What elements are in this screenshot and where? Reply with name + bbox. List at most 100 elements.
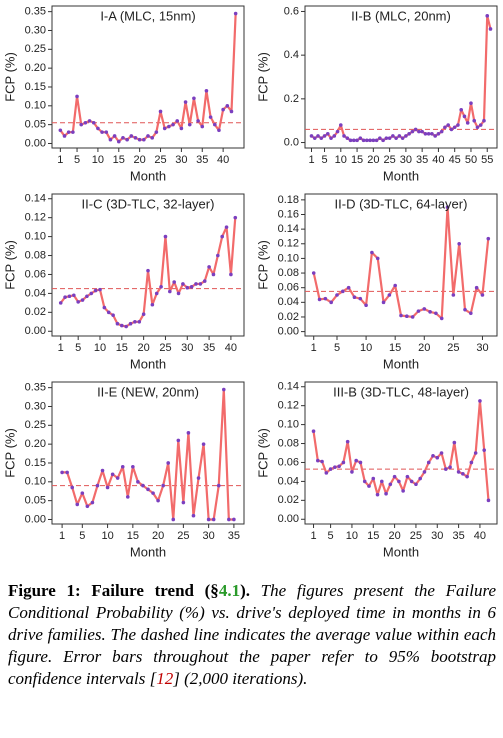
data-point (125, 137, 129, 142)
x-tick-label: 25 (410, 530, 422, 542)
y-tick-label: 0.14 (278, 381, 299, 393)
data-point (229, 272, 233, 277)
data-point (387, 293, 392, 297)
x-tick-label: 35 (196, 154, 208, 166)
plot-frame (51, 193, 245, 337)
data-point (364, 303, 368, 308)
data-point (60, 470, 64, 475)
citation: 12 (156, 669, 174, 688)
x-tick-label: 25 (159, 342, 171, 354)
chart-panel: 0.000.050.100.150.200.250.300.351 5 10 15 20… (2, 381, 245, 559)
y-tick-label: 0.15 (25, 81, 46, 93)
data-point (469, 101, 473, 106)
data-point (448, 465, 452, 469)
x-tick-label: 40 (474, 530, 486, 542)
data-point (216, 483, 221, 488)
y-axis-label: FCP (%) (255, 428, 270, 478)
data-point (211, 517, 216, 522)
y-tick-label: 0.05 (25, 495, 46, 507)
x-tick-label: 30 (203, 530, 215, 542)
data-point (232, 517, 236, 522)
data-point (65, 470, 69, 475)
data-point (416, 309, 421, 313)
data-point (181, 500, 186, 505)
data-point (428, 310, 432, 314)
x-tick-label: 45 (449, 154, 461, 166)
data-point (333, 465, 337, 469)
data-point (378, 136, 382, 140)
data-point (355, 138, 359, 143)
data-point (133, 136, 138, 140)
x-tick-label: 15 (116, 342, 128, 354)
data-point (449, 127, 454, 132)
data-point (435, 455, 440, 460)
data-point (486, 498, 491, 503)
data-point (185, 285, 190, 290)
data-point (186, 431, 191, 435)
y-tick-label: 0.00 (278, 326, 299, 338)
x-tick-label: 20 (152, 530, 164, 542)
x-tick-label: 30 (175, 154, 187, 166)
data-point (200, 124, 205, 129)
data-point (72, 293, 76, 298)
data-point (426, 132, 431, 136)
caption-text-end: ] (2,000 iterations). (173, 669, 308, 688)
data-point (322, 134, 327, 138)
data-point (204, 88, 209, 93)
x-tick-label: 1 (59, 530, 65, 542)
data-point (434, 311, 438, 316)
data-point (171, 517, 176, 522)
y-axis-label: FCP (%) (2, 240, 17, 290)
data-point (98, 287, 102, 292)
y-tick-label: 0.10 (278, 419, 299, 431)
caption-text: The figures present the Failure Conditio… (8, 581, 497, 688)
data-point (370, 250, 374, 255)
x-tick-label: 10 (346, 530, 358, 542)
x-tick-label: 10 (360, 342, 372, 354)
data-point (224, 225, 229, 229)
chart-panel: 0.00 0.02 0.04 0.06 0.08 0.10 0.12 0.14 1 5 10 15 20… (2, 193, 245, 371)
y-tick-label: 0.08 (25, 249, 46, 261)
data-point (381, 138, 385, 143)
data-point (115, 321, 120, 326)
data-point (121, 136, 125, 140)
data-point (216, 253, 220, 258)
data-point (91, 120, 96, 125)
data-point (410, 129, 415, 134)
data-point (212, 122, 217, 127)
x-tick-label: 15 (367, 530, 379, 542)
data-point (312, 136, 317, 140)
chart-title: III-B (3D-TLC, 48-layer) (333, 384, 469, 399)
x-tick-label: 20 (418, 342, 430, 354)
y-tick-label: 0.4 (284, 49, 299, 61)
data-point (443, 125, 447, 130)
data-point (410, 315, 415, 319)
data-point (345, 439, 350, 444)
data-point (179, 126, 184, 131)
data-point (463, 307, 467, 312)
data-point (175, 119, 180, 123)
x-tick-label: 40 (432, 154, 444, 166)
x-tick-label: 20 (138, 342, 150, 354)
data-point (211, 272, 216, 277)
data-point (465, 474, 469, 479)
data-point (384, 491, 388, 496)
y-tick-label: 0.10 (25, 476, 46, 488)
data-point (133, 320, 137, 324)
data-point (90, 500, 95, 505)
data-point (482, 118, 486, 123)
data-point (196, 476, 201, 480)
data-point (67, 294, 72, 299)
x-tick-label: 5 (75, 342, 81, 354)
data-point (105, 485, 110, 490)
data-point (316, 134, 320, 138)
y-tick-label: 0.00 (278, 513, 299, 525)
y-tick-label: 0.00 (25, 137, 46, 149)
data-point (473, 451, 478, 455)
data-point (368, 138, 372, 143)
data-point (375, 256, 380, 261)
data-point (137, 137, 142, 142)
data-point (462, 114, 467, 119)
data-point (482, 448, 486, 452)
caption-label: Figure 1: (8, 581, 81, 600)
